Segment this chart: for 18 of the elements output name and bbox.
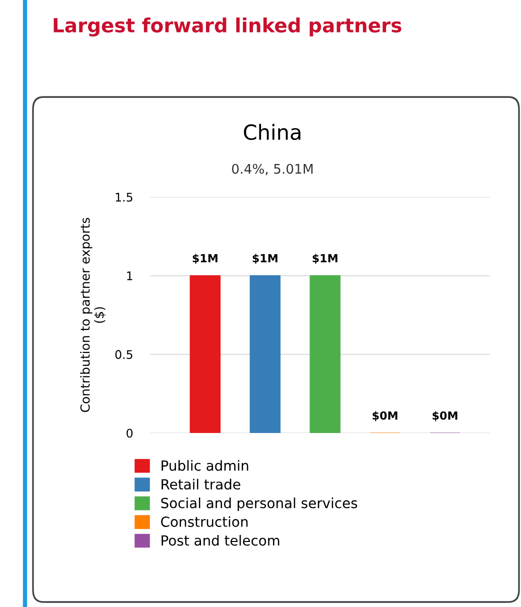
y-tick-label: 0: [126, 428, 133, 438]
data-label: $1M: [252, 254, 278, 264]
data-label: $0M: [372, 411, 398, 422]
y-tick-label: 1: [127, 272, 132, 280]
y-tick-label: 1.5: [116, 192, 132, 202]
legend-label: Retail trade: [162, 478, 240, 490]
y-tick-label: 0.5: [115, 350, 132, 359]
legend-label: Post and telecom: [162, 534, 280, 546]
data-label: $1M: [192, 254, 218, 264]
legend-label: Public admin: [162, 460, 248, 471]
data-label: $0M: [432, 411, 458, 422]
legend-label: Construction: [161, 516, 248, 527]
data-label: $1M: [312, 254, 338, 264]
legend-label: Social and personal services: [161, 498, 358, 511]
chart-subtitle: 0.4%, 5.01M: [232, 164, 313, 176]
chart-title: China: [244, 124, 300, 140]
y-axis-title: Contribution to partner exports ($): [80, 218, 106, 412]
text: Largest forward linked partners: [54, 18, 402, 36]
